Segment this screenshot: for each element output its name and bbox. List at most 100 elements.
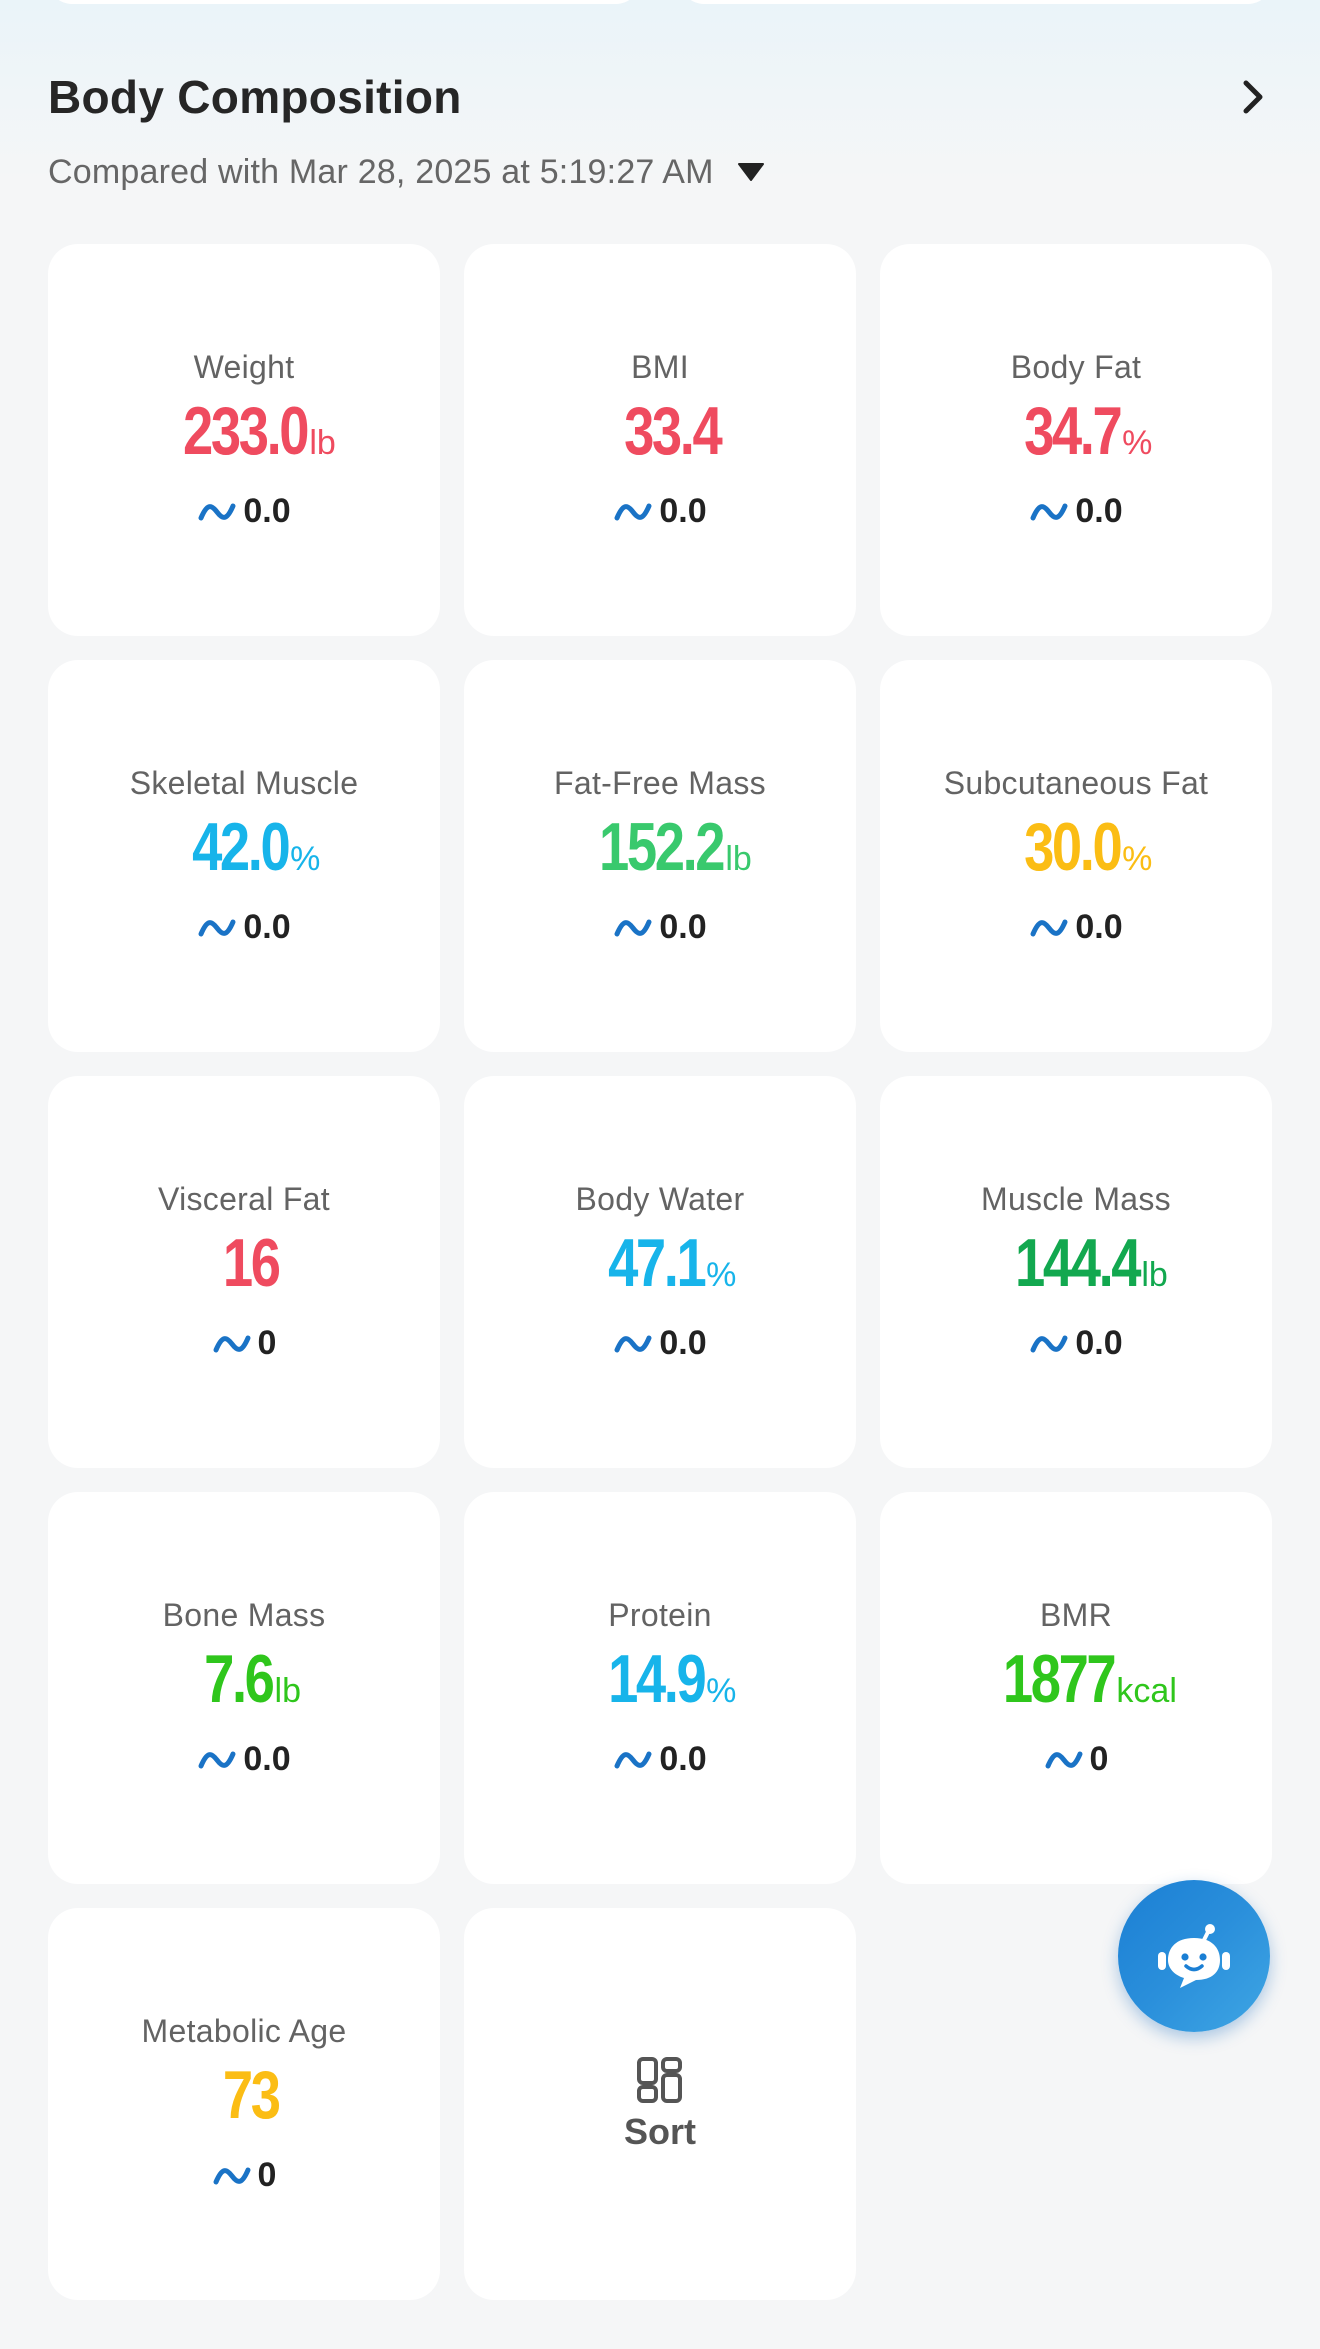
metric-card-bone-mass[interactable]: Bone Mass 7.6 lb 0.0	[48, 1492, 440, 1884]
metric-change: 0.0	[613, 1740, 707, 1779]
metric-change: 0.0	[613, 1324, 707, 1363]
section-header[interactable]: Body Composition	[48, 62, 1272, 132]
metric-card-bmr[interactable]: BMR 1877 kcal 0	[880, 1492, 1272, 1884]
metric-value-row: 16	[209, 1224, 281, 1302]
metric-unit: lb	[725, 840, 752, 878]
metric-change: 0.0	[613, 908, 707, 947]
trend-icon	[1030, 919, 1068, 936]
trend-icon	[614, 919, 652, 936]
metric-value-row: 144.4 lb	[984, 1224, 1168, 1302]
metric-change: 0.0	[1029, 492, 1123, 531]
metric-value-row: 47.1%	[584, 1224, 737, 1302]
metric-change-value: 0.0	[1075, 908, 1123, 946]
metric-value: 1877	[1002, 1641, 1117, 1717]
metric-change: 0	[212, 1324, 277, 1363]
metric-value-row: 14.9%	[584, 1640, 737, 1718]
metric-card-fat-free-mass[interactable]: Fat-Free Mass 152.2 lb 0.0	[464, 660, 856, 1052]
metric-label: Protein	[608, 1597, 712, 1633]
metric-card-protein[interactable]: Protein 14.9% 0.0	[464, 1492, 856, 1884]
metric-change: 0	[212, 2156, 277, 2195]
trend-icon	[213, 2167, 251, 2184]
metric-value-row: 233.0 lb	[152, 392, 336, 470]
trend-icon	[198, 1751, 236, 1768]
metric-value: 14.9	[607, 1641, 707, 1717]
metric-label: BMR	[1039, 1597, 1112, 1633]
sort-label: Sort	[624, 2111, 696, 2152]
chevron-right-icon[interactable]	[1234, 78, 1272, 116]
metric-unit: lb	[309, 424, 336, 462]
metric-value: 16	[223, 1225, 281, 1301]
sort-button[interactable]: Sort	[464, 1908, 856, 2300]
metric-card-skeletal-muscle[interactable]: Skeletal Muscle 42.0% 0.0	[48, 660, 440, 1052]
metric-value: 152.2	[599, 809, 726, 885]
metric-value-row: 33.4	[600, 392, 723, 470]
metric-value-row: 152.2 lb	[568, 808, 752, 886]
metrics-grid: Weight 233.0 lb 0.0 BMI 33.4 0.0 Body Fat 34.7% 0…	[48, 244, 1272, 2300]
compare-text: Compared with Mar 28, 2025 at 5:19:27 AM	[48, 152, 714, 191]
metric-label: Fat-Free Mass	[554, 765, 766, 801]
previous-card-left	[48, 0, 640, 4]
trend-icon	[1030, 503, 1068, 520]
metric-unit: %	[706, 1256, 737, 1294]
compare-selector[interactable]: Compared with Mar 28, 2025 at 5:19:27 AM	[48, 146, 766, 198]
metric-label: Body Water	[575, 1181, 745, 1217]
assistant-button[interactable]	[1118, 1880, 1270, 2032]
metric-change: 0.0	[613, 492, 707, 531]
metric-value: 34.7	[1023, 393, 1123, 469]
metric-unit: %	[1122, 424, 1153, 462]
metric-change-value: 0	[257, 2156, 277, 2194]
metric-unit: %	[290, 840, 321, 878]
trend-icon	[198, 503, 236, 520]
previous-card-right	[680, 0, 1272, 4]
metric-change-value: 0.0	[659, 1740, 707, 1778]
metric-card-bmi[interactable]: BMI 33.4 0.0	[464, 244, 856, 636]
metric-unit: lb	[274, 1672, 301, 1710]
metric-value-row: 30.0%	[1000, 808, 1153, 886]
metric-change: 0.0	[197, 1740, 291, 1779]
metric-card-weight[interactable]: Weight 233.0 lb 0.0	[48, 244, 440, 636]
metric-value: 30.0	[1023, 809, 1123, 885]
trend-icon	[614, 1751, 652, 1768]
metric-unit: %	[1122, 840, 1153, 878]
metric-card-body-fat[interactable]: Body Fat 34.7% 0.0	[880, 244, 1272, 636]
metric-value-row: 7.6 lb	[187, 1640, 301, 1718]
trend-icon	[198, 919, 236, 936]
trend-icon	[213, 1335, 251, 1352]
metric-change-value: 0	[1089, 1740, 1109, 1778]
metric-value-row: 34.7%	[1000, 392, 1153, 470]
robot-assistant-icon	[1158, 1924, 1230, 1988]
metric-label: Weight	[193, 349, 295, 385]
metric-change-value: 0	[257, 1324, 277, 1362]
metric-change-value: 0.0	[1075, 492, 1123, 530]
metric-change-value: 0.0	[659, 1324, 707, 1362]
metric-value-row: 73	[209, 2056, 281, 2134]
metric-card-metabolic-age[interactable]: Metabolic Age 73 0	[48, 1908, 440, 2300]
metric-value: 144.4	[1015, 1225, 1142, 1301]
metric-change-value: 0.0	[243, 1740, 291, 1778]
trend-icon	[614, 1335, 652, 1352]
trend-icon	[1045, 1751, 1083, 1768]
metric-card-muscle-mass[interactable]: Muscle Mass 144.4 lb 0.0	[880, 1076, 1272, 1468]
metric-change-value: 0.0	[659, 492, 707, 530]
metric-unit: kcal	[1116, 1672, 1177, 1710]
metric-label: Subcutaneous Fat	[943, 765, 1209, 801]
metric-change: 0	[1044, 1740, 1109, 1779]
trend-icon	[1030, 1335, 1068, 1352]
metric-card-visceral-fat[interactable]: Visceral Fat 16 0	[48, 1076, 440, 1468]
metric-card-subcutaneous-fat[interactable]: Subcutaneous Fat 30.0% 0.0	[880, 660, 1272, 1052]
metric-change: 0.0	[197, 492, 291, 531]
metric-change-value: 0.0	[659, 908, 707, 946]
metric-change: 0.0	[1029, 908, 1123, 947]
metric-change-value: 0.0	[243, 492, 291, 530]
metric-change: 0.0	[1029, 1324, 1123, 1363]
metric-value: 233.0	[183, 393, 310, 469]
metric-label: Body Fat	[1010, 349, 1142, 385]
caret-down-icon	[736, 157, 766, 187]
metric-label: Skeletal Muscle	[129, 765, 359, 801]
metric-card-body-water[interactable]: Body Water 47.1% 0.0	[464, 1076, 856, 1468]
metric-label: BMI	[631, 349, 689, 385]
metric-change: 0.0	[197, 908, 291, 947]
section-title: Body Composition	[48, 71, 462, 123]
metric-value-row: 42.0%	[168, 808, 321, 886]
metric-label: Visceral Fat	[158, 1181, 330, 1217]
